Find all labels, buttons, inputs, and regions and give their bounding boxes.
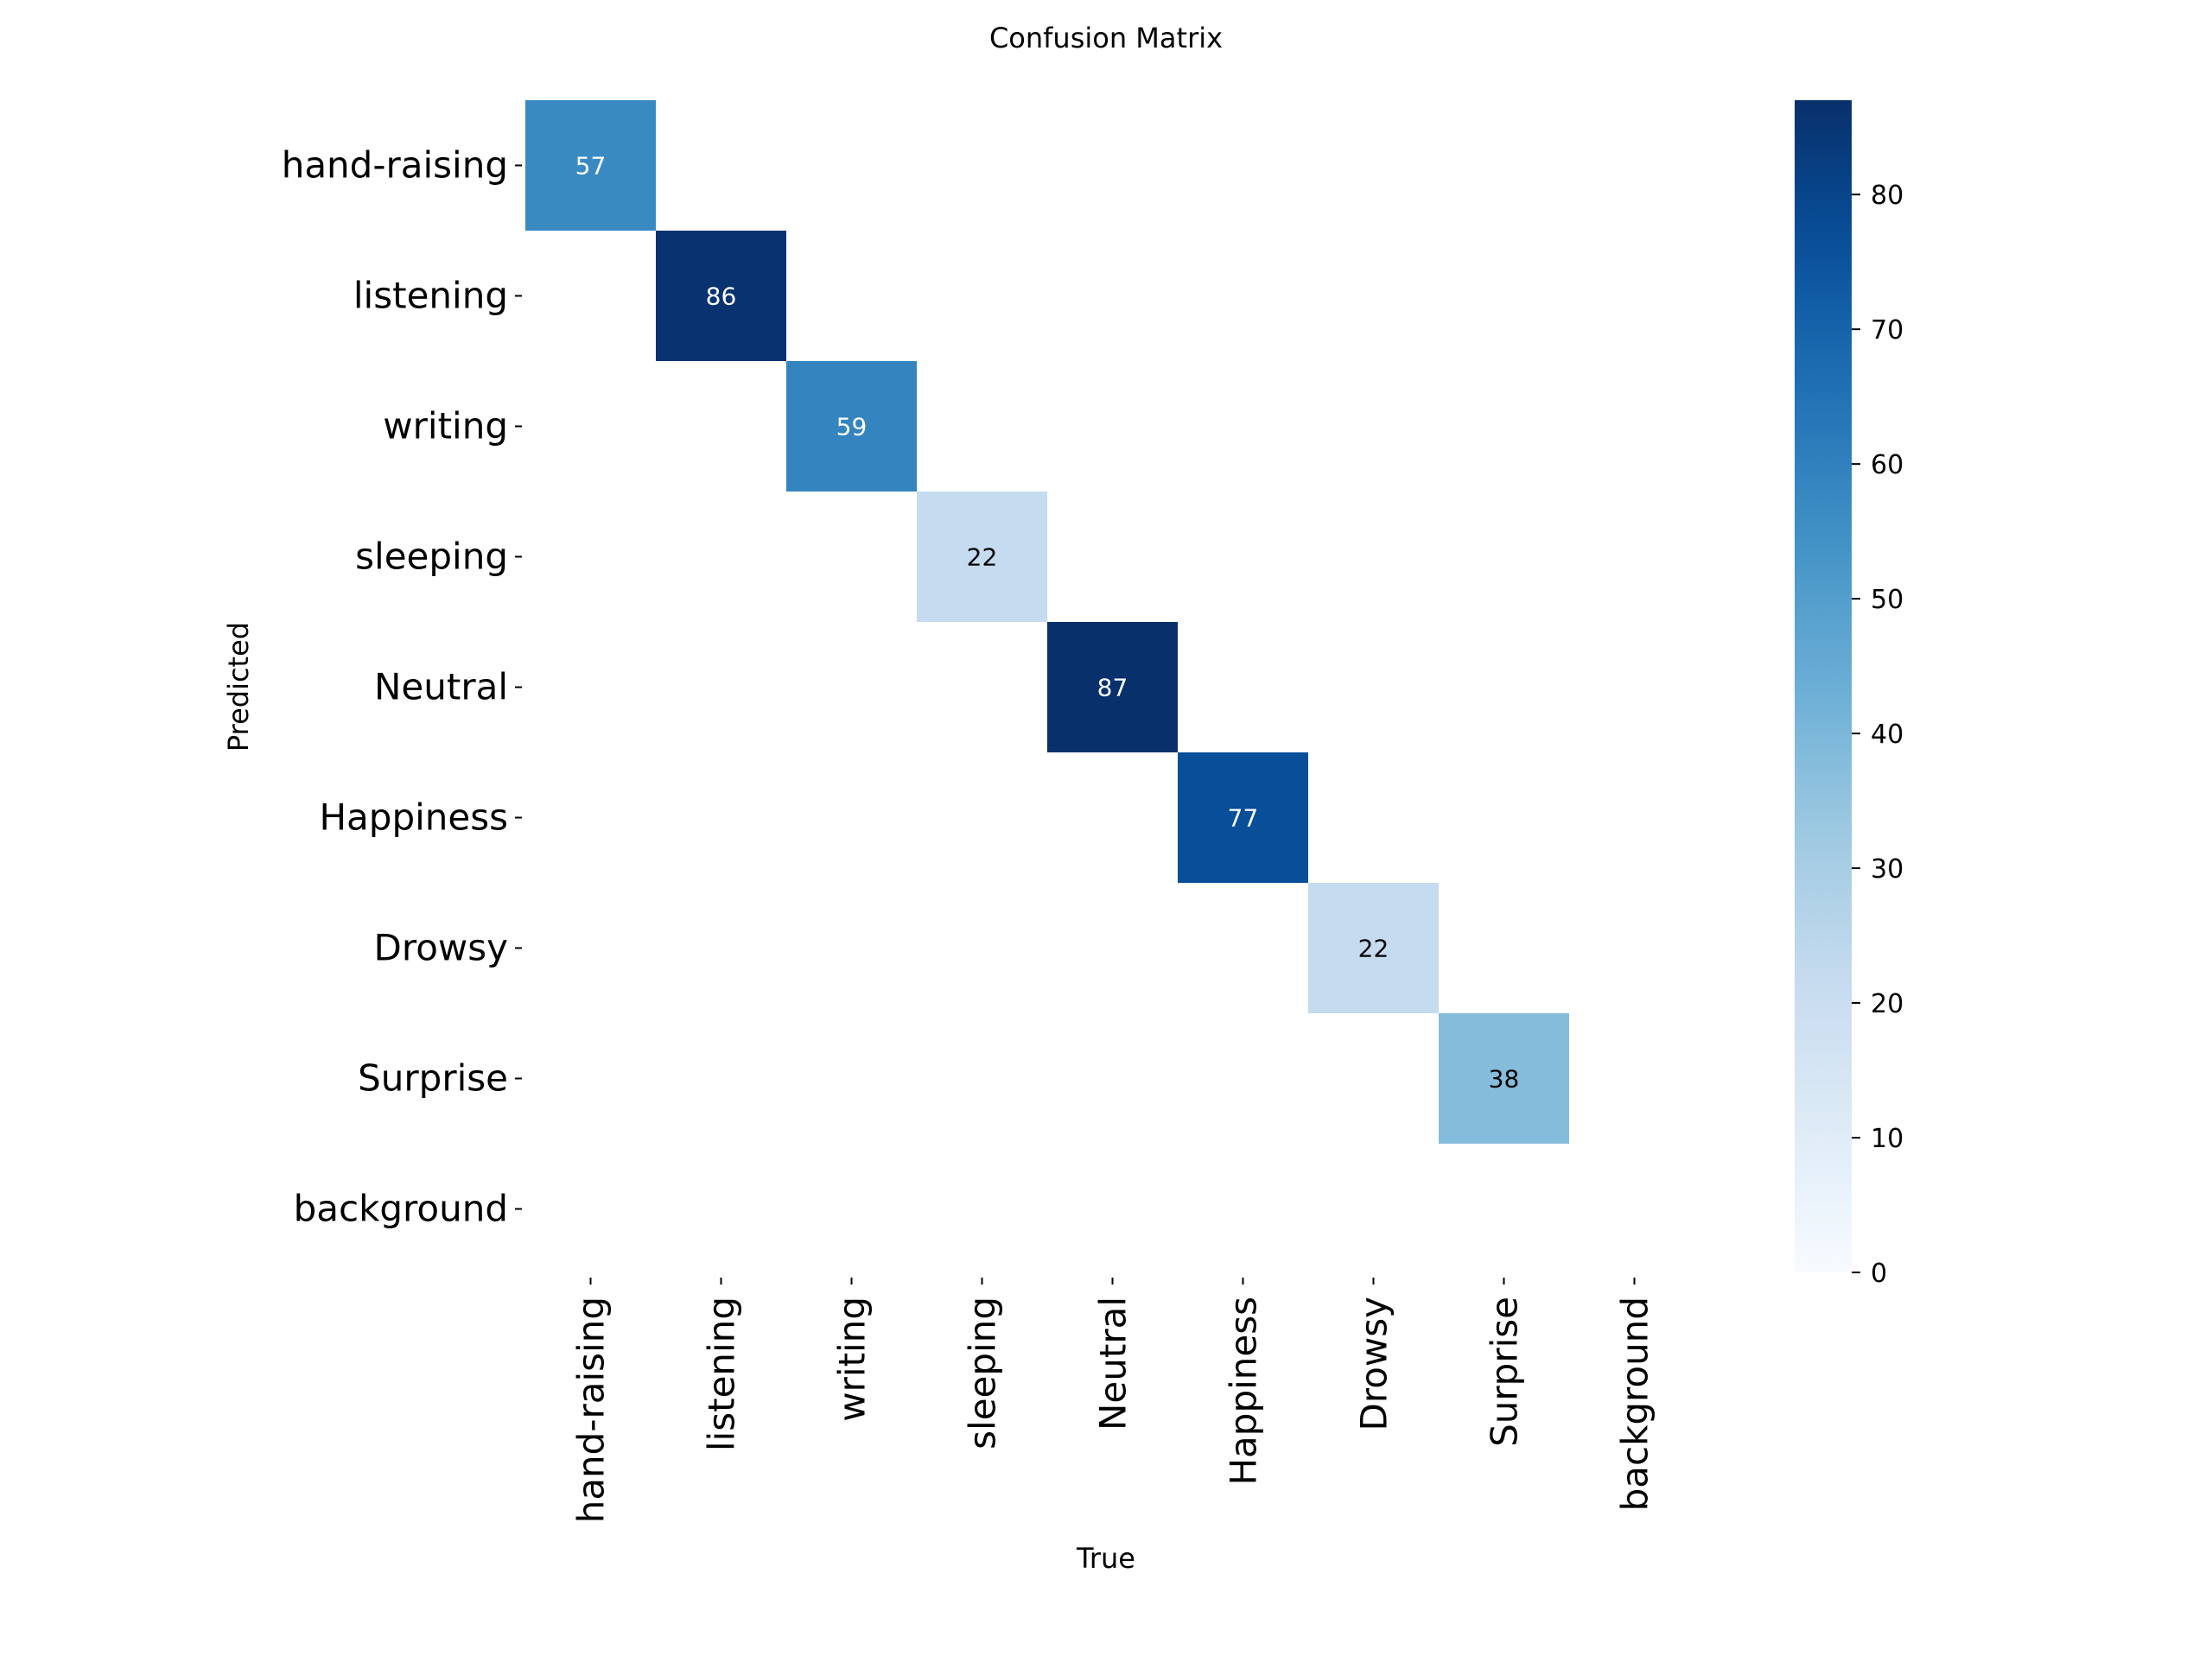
heatmap-cell xyxy=(1047,622,1178,752)
x-tick-label: Neutral xyxy=(1092,1297,1135,1430)
colorbar-tick-label: 20 xyxy=(1871,989,1904,1019)
cell-value-label: 22 xyxy=(967,543,998,572)
x-tick-label: background xyxy=(1614,1297,1656,1511)
x-tick-label: hand-raising xyxy=(570,1297,613,1523)
x-axis-ticks: hand-raising listening writing sleeping Neut… xyxy=(570,1278,1656,1523)
y-tick-label: writing xyxy=(383,405,508,447)
heatmap-cell xyxy=(525,100,656,231)
colorbar-tick-label: 80 xyxy=(1871,181,1904,211)
y-tick-label: Surprise xyxy=(358,1057,508,1100)
y-tick-label: background xyxy=(294,1188,508,1230)
cell-value-label: 59 xyxy=(836,413,868,441)
x-tick-label: Drowsy xyxy=(1353,1297,1395,1430)
colorbar-tick-label: 30 xyxy=(1871,854,1904,885)
colorbar-tick-label: 0 xyxy=(1871,1259,1887,1289)
y-tick-label: listening xyxy=(353,275,508,317)
x-tick-label: Happiness xyxy=(1223,1297,1265,1486)
y-tick-label: Drowsy xyxy=(374,927,508,969)
colorbar-tick-label: 10 xyxy=(1871,1124,1904,1154)
heatmap-cells: 57 86 59 22 87 77 22 38 xyxy=(525,100,1569,1144)
y-axis-label: Predicted xyxy=(222,622,255,752)
chart-title: Confusion Matrix xyxy=(989,22,1223,54)
y-tick-label: sleeping xyxy=(355,536,508,578)
cell-value-label: 87 xyxy=(1097,674,1128,702)
heatmap-cell xyxy=(917,492,1047,622)
cell-value-label: 38 xyxy=(1489,1065,1520,1094)
y-tick-label: hand-raising xyxy=(282,144,508,187)
x-tick-label: writing xyxy=(831,1297,874,1422)
cell-value-label: 77 xyxy=(1228,804,1259,833)
heatmap-cell xyxy=(1308,883,1439,1013)
cell-value-label: 57 xyxy=(575,152,607,181)
colorbar-tick-label: 60 xyxy=(1871,450,1904,480)
x-tick-label: listening xyxy=(701,1297,743,1451)
cell-value-label: 86 xyxy=(706,282,737,311)
colorbar-tick-label: 40 xyxy=(1871,720,1904,750)
colorbar: 0 10 20 30 40 50 60 70 80 xyxy=(1795,100,1904,1289)
heatmap-cell xyxy=(656,231,786,361)
colorbar-tick-label: 70 xyxy=(1871,315,1904,346)
heatmap-cell xyxy=(1178,752,1308,883)
y-axis-ticks: hand-raising listening writing sleeping Neut… xyxy=(282,144,522,1230)
heatmap-cell xyxy=(786,361,917,492)
cell-value-label: 22 xyxy=(1358,935,1389,963)
x-axis-label: True xyxy=(1076,1542,1135,1575)
colorbar-bar xyxy=(1795,100,1852,1272)
x-tick-label: sleeping xyxy=(962,1297,1004,1449)
colorbar-tick-label: 50 xyxy=(1871,585,1904,615)
y-tick-label: Happiness xyxy=(319,796,508,839)
x-tick-label: Surprise xyxy=(1484,1297,1526,1447)
y-tick-label: Neutral xyxy=(374,666,508,708)
heatmap-cell xyxy=(1439,1013,1569,1144)
